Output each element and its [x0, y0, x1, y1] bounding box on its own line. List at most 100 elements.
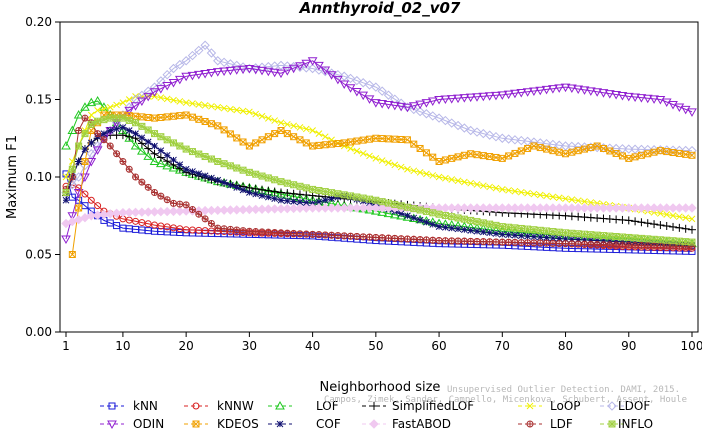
point-ldf-69 — [498, 238, 506, 246]
x-axis: 1 10 20 30 40 50 60 70 80 90 100 — [62, 332, 702, 353]
point-odin-50 — [377, 100, 388, 109]
point-loop-63 — [461, 178, 468, 186]
point-ldof-89 — [624, 144, 634, 154]
point-ldf-93 — [650, 242, 658, 250]
point-odin-5 — [92, 146, 103, 155]
point-cof-74 — [530, 233, 538, 241]
point-ldof-20 — [187, 50, 198, 61]
point-inflo-96 — [669, 237, 677, 245]
point-inflo-78 — [555, 228, 563, 236]
point-kdeos-34 — [283, 130, 291, 138]
point-inflo-79 — [562, 229, 570, 237]
point-odin-67 — [484, 92, 495, 101]
point-cof-17 — [170, 156, 177, 164]
point-ldf-55 — [410, 235, 418, 243]
point-kdeos-19 — [188, 113, 196, 121]
point-fastabod-75 — [535, 203, 545, 213]
point-fastabod-87 — [611, 203, 621, 213]
point-odin-12 — [137, 97, 147, 107]
point-inflo-84 — [593, 231, 601, 239]
point-ldf-3 — [81, 114, 89, 122]
point-cof-57 — [423, 218, 430, 226]
point-ldf-54 — [403, 235, 411, 243]
point-ldof-80 — [567, 141, 577, 152]
point-ldof-58 — [428, 111, 438, 121]
point-fastabod-84 — [592, 203, 602, 213]
x-tick-label-4: 40 — [305, 339, 320, 353]
point-inflo-71 — [511, 224, 519, 232]
point-inflo-88 — [618, 233, 626, 241]
point-loop-28 — [239, 107, 247, 115]
point-fastabod-68 — [491, 203, 501, 213]
point-cof-75 — [536, 233, 544, 241]
point-cof-76 — [543, 234, 550, 241]
point-loop-62 — [454, 177, 462, 185]
point-ldf-28 — [239, 227, 247, 235]
point-cof-65 — [473, 227, 481, 235]
point-odin-94 — [655, 96, 666, 105]
point-kdeos-70 — [511, 149, 519, 157]
point-loop-66 — [479, 182, 487, 190]
point-loop-64 — [467, 179, 475, 187]
point-ldof-23 — [206, 48, 217, 58]
point-ldf-37 — [296, 230, 304, 238]
point-odin-52 — [389, 101, 400, 111]
point-simplifiedlof-10 — [125, 132, 134, 141]
point-loop-5 — [94, 106, 101, 114]
point-cof-29 — [246, 189, 253, 196]
point-simplifiedlof-98 — [681, 224, 690, 233]
point-fastabod-26 — [225, 205, 236, 215]
point-odin-54 — [402, 103, 413, 113]
point-cof-0 — [62, 196, 70, 204]
point-cof-67 — [486, 229, 494, 237]
point-inflo-87 — [612, 233, 620, 241]
point-odin-87 — [611, 91, 621, 100]
point-fastabod-37 — [295, 203, 305, 214]
point-inflo-1 — [68, 165, 76, 173]
point-ldof-64 — [465, 125, 476, 136]
point-loop-73 — [524, 189, 531, 197]
point-inflo-36 — [290, 181, 298, 189]
point-kdeos-55 — [416, 144, 424, 152]
point-odin-73 — [522, 88, 533, 97]
point-odin-0 — [61, 235, 71, 245]
point-odin-27 — [231, 66, 242, 75]
point-cof-9 — [119, 124, 127, 131]
point-fastabod-16 — [162, 206, 172, 217]
point-loop-70 — [505, 186, 512, 194]
point-lof-2 — [73, 109, 84, 119]
point-loop-22 — [201, 102, 209, 109]
point-inflo-25 — [220, 160, 228, 168]
point-odin-92 — [642, 94, 653, 104]
point-inflo-67 — [486, 220, 494, 228]
point-ldof-71 — [510, 135, 520, 145]
point-inflo-75 — [536, 226, 544, 234]
point-inflo-64 — [467, 216, 475, 224]
point-ldof-44 — [339, 71, 349, 81]
point-simplifiedlof-94 — [656, 221, 665, 230]
point-inflo-19 — [182, 145, 190, 153]
point-fastabod-34 — [276, 204, 286, 214]
point-ldf-23 — [207, 220, 215, 227]
point-inflo-27 — [233, 164, 241, 172]
point-simplifiedlof-39 — [308, 191, 317, 200]
legend-item-fastabod: FastABOD — [362, 417, 451, 431]
point-ldf-86 — [606, 241, 614, 249]
point-kdeos-98 — [688, 151, 696, 159]
point-ldf-18 — [176, 200, 184, 208]
point-loop-74 — [530, 190, 538, 198]
point-fastabod-64 — [465, 203, 476, 213]
point-cof-56 — [416, 216, 424, 224]
point-simplifiedlof-38 — [302, 190, 311, 199]
point-fastabod-11 — [130, 207, 141, 218]
point-ldf-40 — [315, 231, 323, 239]
point-loop-39 — [309, 127, 316, 134]
point-fastabod-13 — [143, 207, 153, 217]
point-inflo-56 — [416, 206, 424, 214]
point-ldf-12 — [138, 178, 146, 186]
point-fastabod-94 — [655, 203, 666, 213]
point-simplifiedlof-15 — [156, 153, 165, 162]
point-ldf-67 — [486, 238, 494, 246]
point-fastabod-24 — [213, 205, 223, 216]
point-ldf-17 — [169, 199, 177, 207]
